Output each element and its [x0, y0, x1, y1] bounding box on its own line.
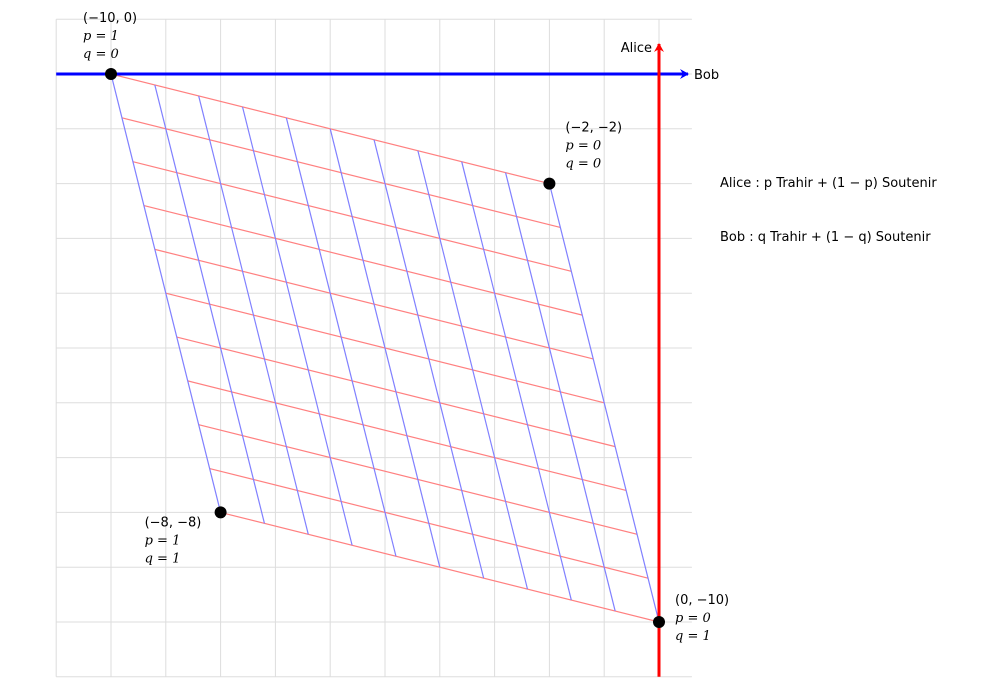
q-line — [285, 117, 397, 557]
vertex-point — [105, 68, 117, 80]
q-line — [198, 95, 309, 535]
q-line — [241, 106, 353, 546]
vertex-coords: (−10, 0) — [83, 11, 137, 26]
q-line — [548, 183, 660, 623]
bob-strategy-text: Bob : q Trahir + (1 − q) Soutenir — [720, 230, 931, 245]
vertex-p-value: p = 1 — [145, 533, 181, 548]
vertex-q-value: q = 0 — [83, 47, 119, 62]
bob-axis-label: Bob — [694, 68, 719, 83]
vertex-q-value: q = 0 — [565, 157, 601, 172]
q-line — [417, 150, 529, 590]
q-line — [504, 172, 616, 612]
q-line — [373, 139, 485, 579]
vertex-point — [543, 177, 556, 190]
vertex-coords: (0, −10) — [675, 593, 729, 608]
vertex-q-value: q = 1 — [675, 629, 711, 644]
vertex-q-value: q = 1 — [145, 551, 181, 566]
q-line — [461, 161, 572, 601]
vertex-point — [653, 616, 665, 628]
vertex-p-value: p = 0 — [675, 611, 711, 626]
background-grid — [55, 18, 692, 678]
alice-strategy-text: Alice : p Trahir + (1 − p) Soutenir — [720, 176, 937, 191]
vertex-coords: (−2, −2) — [565, 121, 622, 136]
q-line — [110, 73, 222, 513]
vertex-point — [214, 506, 227, 519]
alice-axis-label: Alice — [621, 41, 652, 56]
vertex-p-value: p = 1 — [83, 29, 119, 44]
q-parameter-lines — [110, 73, 660, 623]
vertices: (−10, 0) p = 1 q = 0 (−2, −2) p = 0 q = 0 (−8,… — [83, 11, 729, 644]
vertex-p-value: p = 0 — [565, 139, 601, 154]
q-line — [154, 84, 266, 524]
q-line — [329, 128, 441, 568]
vertex-coords: (−8, −8) — [145, 515, 202, 530]
